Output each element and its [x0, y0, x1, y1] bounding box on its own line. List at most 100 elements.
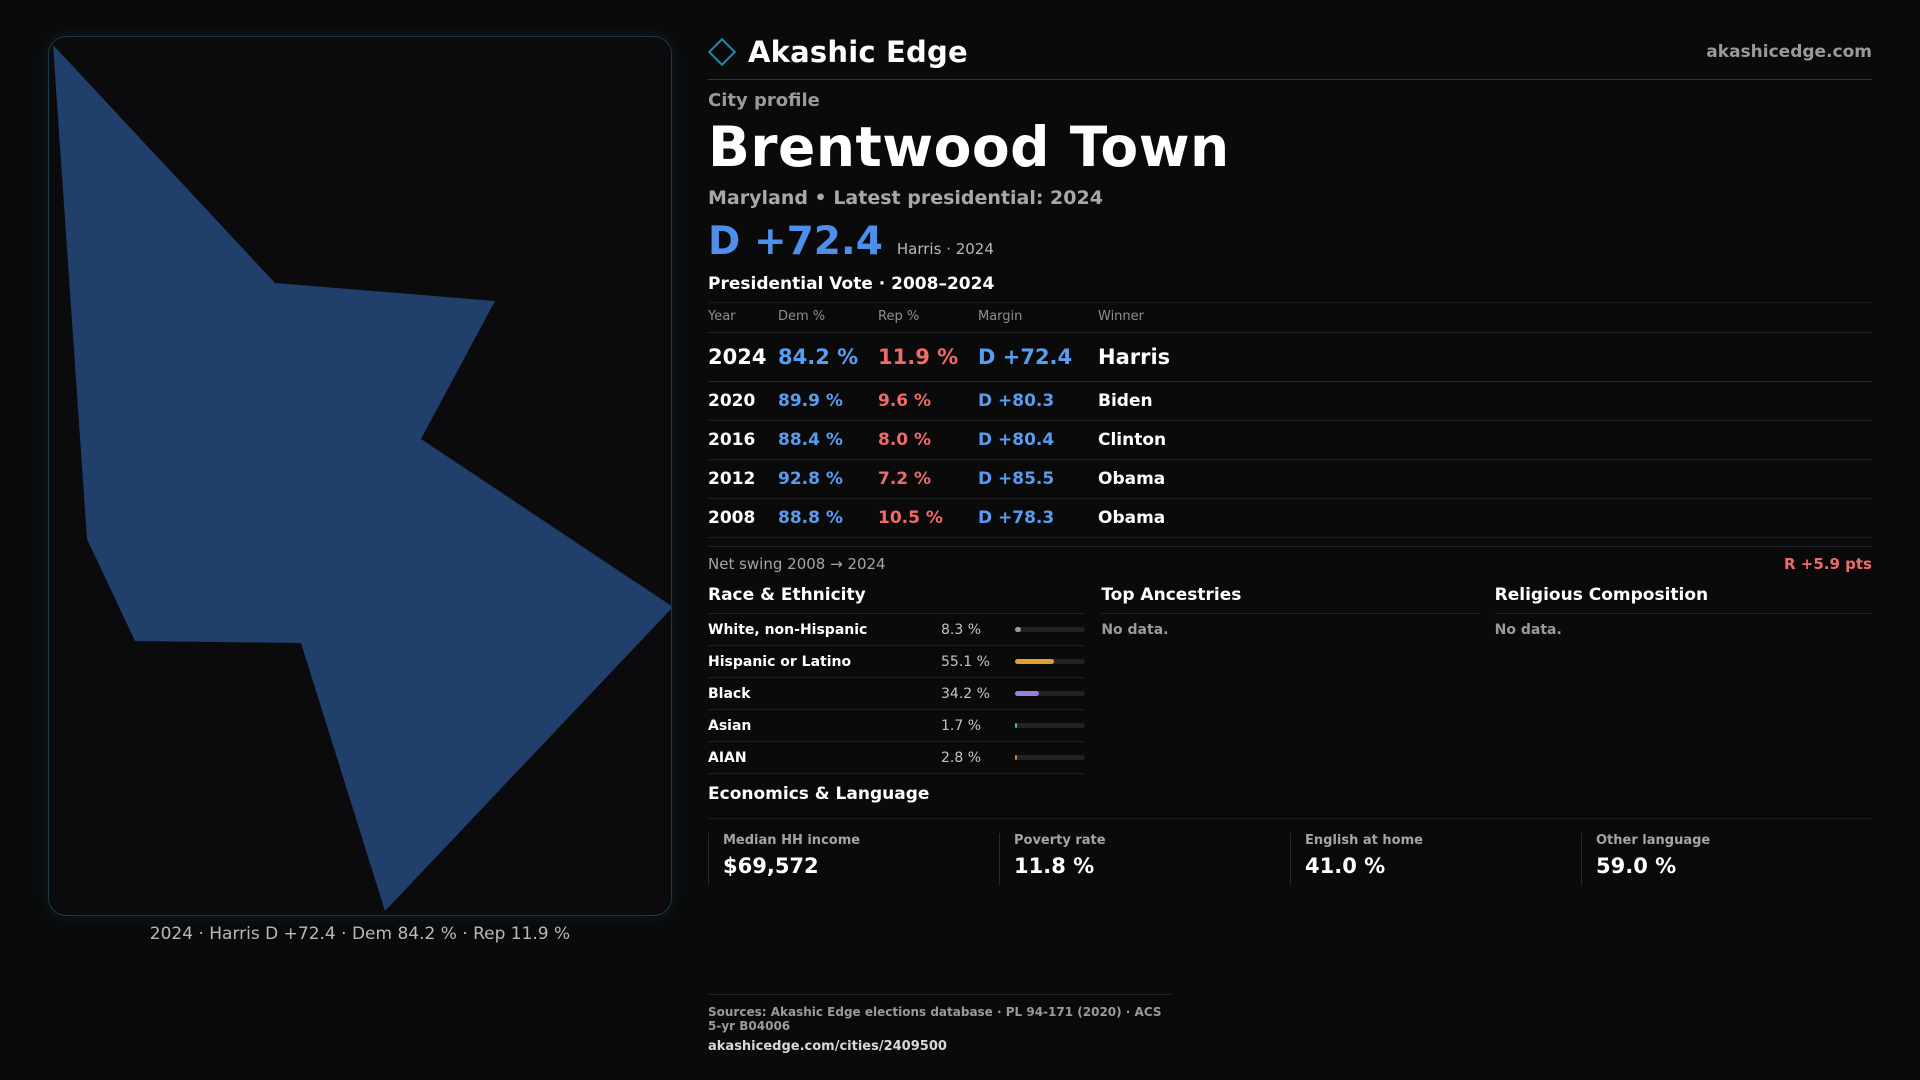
- race-pct: 1.7 %: [941, 717, 982, 734]
- race-row: Black 34.2 %: [708, 678, 1086, 710]
- year-cell: 2024: [708, 332, 778, 382]
- city-boundary-shape: [53, 45, 671, 911]
- race-bar-fill: [1015, 755, 1018, 760]
- stat-value: 59.0 %: [1596, 854, 1677, 878]
- winner-cell: Biden: [1098, 381, 1872, 421]
- race-bar: [1015, 755, 1085, 760]
- economics-stats: Median HH income $69,572 Poverty rate 11…: [708, 833, 1872, 885]
- table-row: 2008 88.8 % 10.5 % D +78.3 Obama: [708, 498, 1872, 538]
- stat-card: English at home 41.0 %: [1290, 833, 1581, 885]
- religion-empty: No data.: [1494, 622, 1562, 638]
- city-boundary-polygon: [53, 45, 671, 911]
- year-cell: 2012: [708, 459, 778, 499]
- stat-value: 11.8 %: [1014, 854, 1095, 878]
- column-header: Year: [708, 303, 778, 333]
- net-swing-label: Net swing 2008 → 2024: [708, 555, 886, 573]
- rep-cell: 8.0 %: [878, 420, 978, 460]
- headline-margin: D +72.4 Harris · 2024: [708, 219, 1872, 264]
- race-row: White, non-Hispanic 8.3 %: [708, 614, 1086, 646]
- table-row: 2024 84.2 % 11.9 % D +72.4 Harris: [708, 332, 1872, 382]
- sources-text: Sources: Akashic Edge elections database…: [708, 1005, 1162, 1033]
- page-eyebrow: City profile: [708, 90, 820, 111]
- race-bar-fill: [1015, 723, 1018, 728]
- religion-section: Religious Composition No data.: [1494, 585, 1872, 774]
- race-name: Asian: [708, 717, 752, 734]
- table-row: 2016 88.4 % 8.0 % D +80.4 Clinton: [708, 420, 1872, 460]
- race-pct: 34.2 %: [941, 685, 990, 702]
- page-subtitle: Maryland • Latest presidential: 2024: [708, 187, 1103, 209]
- margin-cell: D +80.4: [978, 420, 1098, 460]
- demographics-columns: Race & Ethnicity White, non-Hispanic 8.3…: [708, 585, 1872, 774]
- race-bar: [1015, 723, 1085, 728]
- year-cell: 2016: [708, 420, 778, 460]
- ancestries-section: Top Ancestries No data.: [1101, 585, 1479, 774]
- brand-url-link[interactable]: akashicedge.com: [1706, 41, 1872, 62]
- economics-title: Economics & Language: [708, 784, 1872, 819]
- race-pct: 2.8 %: [941, 749, 982, 766]
- race-pct: 8.3 %: [941, 621, 982, 638]
- winner-cell: Harris: [1098, 332, 1872, 382]
- race-bar-fill: [1015, 691, 1039, 696]
- net-swing-value: R +5.9 pts: [1784, 555, 1872, 573]
- dem-cell: 88.4 %: [778, 420, 878, 460]
- race-ethnicity-section: Race & Ethnicity White, non-Hispanic 8.3…: [708, 585, 1086, 774]
- race-name: Hispanic or Latino: [708, 653, 852, 670]
- race-name: White, non-Hispanic: [708, 621, 868, 638]
- rep-cell: 7.2 %: [878, 459, 978, 499]
- column-header: Dem %: [778, 303, 878, 333]
- stat-label: English at home: [1305, 833, 1423, 848]
- city-profile-panel: Akashic Edge akashicedge.com City profil…: [707, 30, 1872, 885]
- winner-cell: Obama: [1098, 498, 1872, 538]
- race-pct: 55.1 %: [941, 653, 990, 670]
- table-row: 2020 89.9 % 9.6 % D +80.3 Biden: [708, 381, 1872, 421]
- presidential-vote-title: Presidential Vote · 2008–2024: [708, 274, 1872, 303]
- rep-cell: 9.6 %: [878, 381, 978, 421]
- dem-cell: 92.8 %: [778, 459, 878, 499]
- stat-card: Other language 59.0 %: [1581, 833, 1872, 885]
- city-map: [48, 36, 672, 916]
- race-bar-fill: [1015, 659, 1054, 664]
- map-caption: 2024 · Harris D +72.4 · Dem 84.2 % · Rep…: [149, 924, 571, 944]
- latest-margin: D +72.4: [708, 219, 883, 264]
- margin-cell: D +78.3: [978, 498, 1098, 538]
- footer: Sources: Akashic Edge elections database…: [708, 994, 1172, 1054]
- brand[interactable]: Akashic Edge: [707, 35, 968, 69]
- race-name: AIAN: [708, 749, 747, 766]
- page-title: Brentwood Town: [708, 115, 1230, 179]
- race-ethnicity-title: Race & Ethnicity: [708, 585, 1086, 614]
- stat-value: 41.0 %: [1305, 854, 1386, 878]
- year-cell: 2008: [708, 498, 778, 538]
- stat-label: Poverty rate: [1014, 833, 1106, 848]
- race-row: AIAN 2.8 %: [708, 742, 1086, 774]
- winner-cell: Clinton: [1098, 420, 1872, 460]
- rep-cell: 11.9 %: [878, 332, 978, 382]
- race-name: Black: [708, 685, 751, 702]
- table-header-row: Year Dem % Rep % Margin Winner: [708, 303, 1872, 333]
- stat-card: Poverty rate 11.8 %: [999, 833, 1290, 885]
- year-cell: 2020: [708, 381, 778, 421]
- race-bar: [1015, 691, 1085, 696]
- religion-title: Religious Composition: [1494, 585, 1872, 614]
- stat-label: Other language: [1596, 833, 1711, 848]
- stat-card: Median HH income $69,572: [708, 833, 999, 885]
- dem-cell: 89.9 %: [778, 381, 878, 421]
- footer-url-link[interactable]: akashicedge.com/cities/2409500: [708, 1039, 947, 1054]
- race-row: Asian 1.7 %: [708, 710, 1086, 742]
- column-header: Winner: [1098, 303, 1872, 333]
- stat-value: $69,572: [723, 854, 819, 878]
- ancestries-empty: No data.: [1101, 622, 1169, 638]
- rep-cell: 10.5 %: [878, 498, 978, 538]
- column-header: Rep %: [878, 303, 978, 333]
- winner-cell: Obama: [1098, 459, 1872, 499]
- diamond-logo-icon: [707, 37, 737, 66]
- margin-cell: D +85.5: [978, 459, 1098, 499]
- race-bar: [1015, 659, 1085, 664]
- margin-cell: D +72.4: [978, 332, 1098, 382]
- race-row: Hispanic or Latino 55.1 %: [708, 646, 1086, 678]
- table-row: 2012 92.8 % 7.2 % D +85.5 Obama: [708, 459, 1872, 499]
- latest-margin-note: Harris · 2024: [896, 240, 994, 258]
- margin-cell: D +80.3: [978, 381, 1098, 421]
- brand-header: Akashic Edge akashicedge.com: [707, 30, 1872, 80]
- presidential-vote-table: Year Dem % Rep % Margin Winner 2024 84.2…: [708, 303, 1872, 538]
- dem-cell: 84.2 %: [778, 332, 878, 382]
